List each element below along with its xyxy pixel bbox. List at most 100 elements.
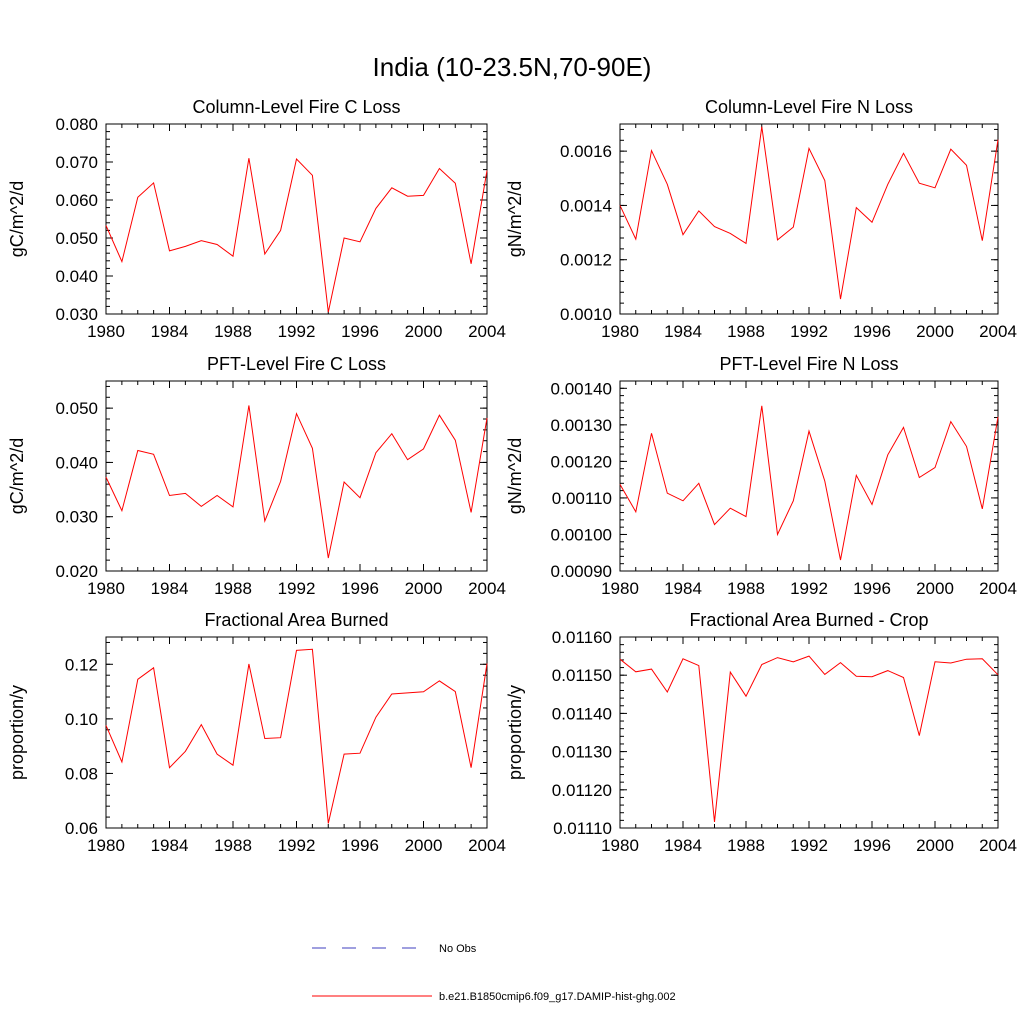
y-axis-label: gN/m^2/d (505, 181, 525, 257)
panel-title: PFT-Level Fire N Loss (719, 354, 898, 374)
y-tick-label: 0.01110 (553, 819, 612, 838)
x-tick-label: 1984 (151, 836, 189, 855)
y-tick-label: 0.080 (55, 115, 98, 134)
x-tick-label: 1992 (790, 836, 828, 855)
x-tick-label: 2000 (916, 836, 954, 855)
plot-frame (619, 380, 999, 572)
chart-panel: 1980 1984 1988 1992 1996 2000 2004 0.06 0.08 0.10… (7, 610, 506, 855)
y-axis-label: gC/m^2/d (7, 181, 27, 257)
y-tick-label: 0.00100 (551, 525, 612, 544)
y-tick-label: 0.060 (55, 191, 98, 210)
figure-title: India (10-23.5N,70-90E) (373, 52, 652, 82)
x-tick-label: 1996 (341, 322, 379, 341)
y-tick-label: 0.030 (55, 305, 98, 324)
x-tick-label: 1980 (601, 836, 639, 855)
series-line (619, 126, 999, 300)
y-tick-label: 0.01140 (552, 704, 612, 723)
y-tick-label: 0.06 (65, 819, 98, 838)
x-tick-label: 2000 (916, 322, 954, 341)
legend-no-obs-label: No Obs (439, 943, 477, 955)
x-tick-label: 1980 (87, 836, 125, 855)
x-tick-label: 1996 (341, 579, 379, 598)
plot-frame (619, 636, 999, 829)
y-axis-label: gN/m^2/d (505, 438, 525, 514)
plot-frame (619, 123, 999, 315)
chart-panels: 1980 1984 1988 1992 1996 2000 2004 0.030 0.040 0.… (7, 97, 1017, 855)
x-tick-label: 2004 (468, 579, 506, 598)
panel-title: Fractional Area Burned - Crop (689, 610, 928, 630)
y-tick-label: 0.00120 (551, 452, 612, 471)
x-tick-label: 2000 (916, 579, 954, 598)
x-tick-label: 1984 (664, 579, 702, 598)
x-tick-label: 1984 (664, 322, 702, 341)
y-tick-label: 0.01120 (552, 781, 612, 800)
x-tick-label: 1980 (87, 579, 125, 598)
panel-title: Column-Level Fire C Loss (192, 97, 400, 117)
x-tick-label: 1984 (664, 836, 702, 855)
x-tick-label: 1988 (214, 836, 252, 855)
x-tick-label: 1988 (727, 579, 765, 598)
x-tick-label: 1980 (87, 322, 125, 341)
series-line (105, 648, 488, 824)
legend: No Obs b.e21.B1850cmip6.f09_g17.DAMIP-hi… (312, 943, 676, 1003)
y-axis-label: gC/m^2/d (7, 438, 27, 514)
x-tick-label: 1992 (790, 579, 828, 598)
series-line (619, 405, 999, 561)
y-axis-label: proportion/y (7, 685, 27, 780)
y-tick-label: 0.050 (55, 399, 98, 418)
x-tick-label: 2000 (405, 322, 443, 341)
y-tick-label: 0.0016 (560, 142, 612, 161)
y-tick-label: 0.030 (55, 508, 98, 527)
series-line (105, 157, 488, 313)
y-tick-label: 0.12 (65, 655, 98, 674)
chart-panel: 1980 1984 1988 1992 1996 2000 2004 0.020 0.030 0.… (7, 354, 506, 598)
x-tick-label: 2004 (979, 322, 1017, 341)
x-tick-label: 1992 (790, 322, 828, 341)
y-tick-label: 0.00140 (551, 379, 612, 398)
chart-panel: 1980 1984 1988 1992 1996 2000 2004 0.030 0.040 0.… (7, 97, 506, 341)
x-tick-label: 1988 (214, 579, 252, 598)
x-tick-label: 1996 (853, 836, 891, 855)
chart-panel: 1980 1984 1988 1992 1996 2000 2004 0.00090 0.001… (505, 354, 1017, 598)
panel-title: PFT-Level Fire C Loss (207, 354, 386, 374)
y-tick-label: 0.040 (55, 267, 98, 286)
plot-frame (105, 123, 488, 315)
x-tick-label: 2004 (979, 836, 1017, 855)
x-tick-label: 1992 (278, 579, 316, 598)
y-tick-label: 0.08 (65, 764, 98, 783)
x-tick-label: 1992 (278, 322, 316, 341)
y-tick-label: 0.020 (55, 562, 98, 581)
series-line (105, 405, 488, 559)
x-tick-label: 1988 (727, 322, 765, 341)
x-tick-label: 1988 (727, 836, 765, 855)
x-tick-label: 1992 (278, 836, 316, 855)
y-tick-label: 0.0012 (560, 251, 612, 270)
series-line (619, 655, 999, 822)
x-tick-label: 1988 (214, 322, 252, 341)
y-tick-label: 0.040 (55, 453, 98, 472)
panel-title: Fractional Area Burned (204, 610, 388, 630)
y-axis-label: proportion/y (505, 685, 525, 780)
x-tick-label: 1996 (853, 322, 891, 341)
y-tick-label: 0.0014 (560, 196, 612, 215)
x-tick-label: 1996 (341, 836, 379, 855)
plot-frame (105, 636, 488, 829)
y-tick-label: 0.070 (55, 153, 98, 172)
x-tick-label: 2004 (468, 322, 506, 341)
y-tick-label: 0.10 (65, 710, 98, 729)
x-tick-label: 2000 (405, 579, 443, 598)
y-tick-label: 0.01160 (552, 628, 612, 647)
y-tick-label: 0.0010 (560, 305, 612, 324)
y-tick-label: 0.00110 (552, 489, 612, 508)
y-tick-label: 0.01130 (552, 743, 612, 762)
x-tick-label: 2000 (405, 836, 443, 855)
x-tick-label: 2004 (468, 836, 506, 855)
y-tick-label: 0.00130 (551, 416, 612, 435)
x-tick-label: 1984 (151, 322, 189, 341)
y-tick-label: 0.01150 (552, 666, 612, 685)
y-tick-label: 0.050 (55, 229, 98, 248)
x-tick-label: 1996 (853, 579, 891, 598)
y-tick-label: 0.00090 (551, 562, 612, 581)
x-tick-label: 1984 (151, 579, 189, 598)
